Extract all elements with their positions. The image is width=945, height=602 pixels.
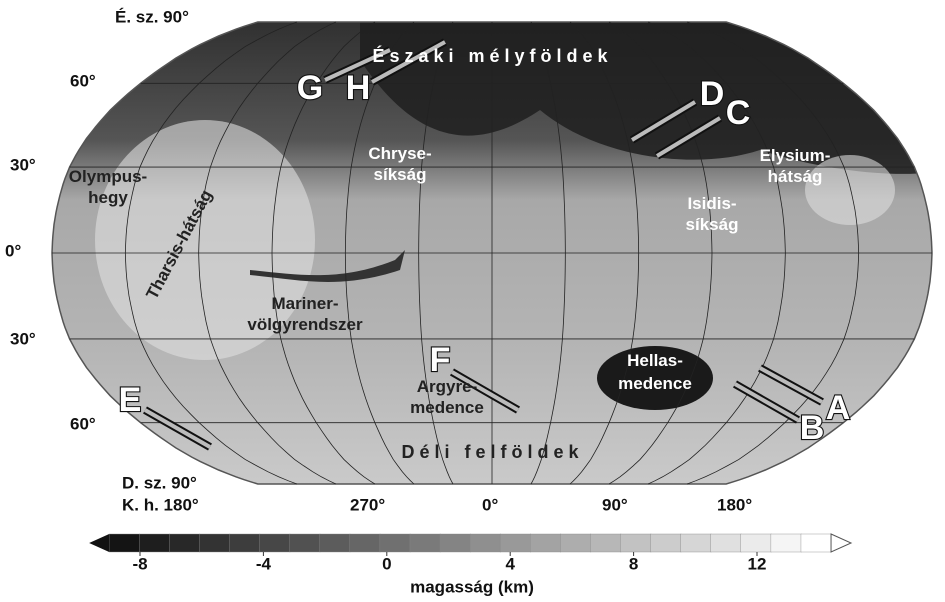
lat-label: 60° (70, 71, 96, 90)
lon-label: K. h. 180° (122, 495, 199, 514)
marker-letter: G (297, 69, 323, 107)
marker-letter: H (346, 69, 371, 107)
lat-label: D. sz. 90° (122, 473, 197, 492)
marker-letter: F (430, 341, 451, 379)
region-label: D é l i f e l f ö l d e k (401, 442, 579, 462)
colorbar-segment (350, 534, 381, 552)
colorbar-segment (470, 534, 501, 552)
colorbar-segment (199, 534, 230, 552)
lat-label: 30° (10, 329, 36, 348)
colorbar-segment (440, 534, 471, 552)
colorbar-end (831, 534, 851, 552)
marker-letter: E (119, 381, 142, 419)
colorbar-tick-label: -4 (256, 554, 272, 573)
colorbar-segment (260, 534, 291, 552)
colorbar-end (89, 534, 109, 552)
colorbar-segment (380, 534, 411, 552)
colorbar-segment (711, 534, 742, 552)
region-label: É s z a k i m é l y f ö l d e k (372, 45, 608, 66)
colorbar-tick-label: 8 (629, 554, 638, 573)
colorbar-segment (500, 534, 531, 552)
colorbar-segment (320, 534, 351, 552)
mars-map-figure: É s z a k i m é l y f ö l d e k D é l i … (0, 0, 945, 602)
marker-letter: D (700, 75, 725, 113)
colorbar-segment (530, 534, 561, 552)
lon-label: 0° (482, 495, 498, 514)
colorbar-segment (801, 534, 832, 552)
marker-letter: B (800, 409, 825, 447)
lat-label: 30° (10, 155, 36, 174)
colorbar-segment (771, 534, 802, 552)
colorbar-segment (290, 534, 321, 552)
colorbar-segment (109, 534, 140, 552)
marker-letter: C (726, 94, 751, 132)
colorbar-segment (560, 534, 591, 552)
colorbar-segment (741, 534, 772, 552)
lat-label: É. sz. 90° (115, 7, 189, 26)
colorbar-segment (651, 534, 682, 552)
colorbar-tick-label: 0 (382, 554, 391, 573)
colorbar-tick-label: 4 (505, 554, 515, 573)
colorbar-segment (229, 534, 260, 552)
colorbar-segment (681, 534, 712, 552)
lat-label: 60° (70, 414, 96, 433)
colorbar-tick-label: -8 (132, 554, 147, 573)
marker-letter: A (826, 389, 851, 427)
colorbar-segment (620, 534, 651, 552)
colorbar-segment (590, 534, 621, 552)
colorbar: -8 -4 0 4 8 12 (89, 534, 851, 573)
colorbar-tick-label: 12 (748, 554, 767, 573)
colorbar-segment (169, 534, 200, 552)
colorbar-segment (410, 534, 441, 552)
colorbar-label: magasság (km) (410, 577, 534, 596)
lon-label: 270° (350, 495, 385, 514)
lat-label: 0° (5, 241, 21, 260)
lon-label: 180° (717, 495, 752, 514)
lon-label: 90° (602, 495, 628, 514)
colorbar-segment (139, 534, 170, 552)
